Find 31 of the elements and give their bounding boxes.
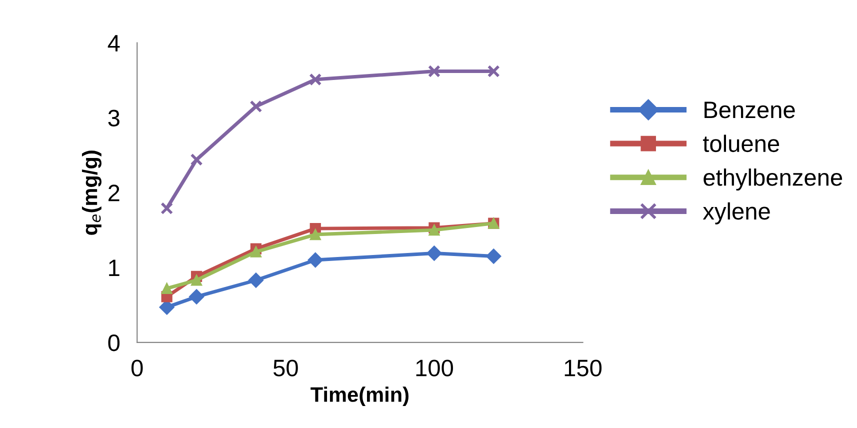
point	[190, 153, 203, 166]
point	[486, 248, 502, 264]
x-tick-label: 150	[564, 360, 602, 376]
legend-label: Benzene	[704, 102, 795, 118]
y-tick-label: 3	[108, 110, 120, 126]
x-axis-title: Time(min)	[310, 386, 408, 406]
point	[309, 73, 322, 86]
point	[426, 246, 442, 261]
point	[487, 65, 500, 78]
point	[310, 228, 321, 240]
point	[250, 100, 262, 113]
point	[161, 282, 172, 294]
point	[428, 65, 440, 78]
point	[248, 272, 264, 288]
y-tick-label: 1	[109, 260, 120, 276]
y-axis-title: q$_{e}$(mg/g)	[82, 150, 102, 235]
x-tick-label: 100	[416, 360, 453, 376]
y-tick-label: 4	[108, 35, 120, 52]
x-tick-label: 0	[131, 360, 143, 376]
point	[188, 289, 204, 304]
legend-label: xylene	[702, 202, 770, 224]
y-tick-label: 0	[108, 334, 120, 352]
point	[250, 246, 262, 258]
legend-label: ethylbenzene	[704, 168, 842, 191]
point	[428, 224, 440, 236]
legend-label: toluene	[703, 134, 780, 152]
point	[190, 274, 202, 286]
point	[160, 202, 174, 215]
x-tick-label: 50	[273, 360, 298, 376]
point	[308, 252, 323, 268]
y-tick-label: 2	[108, 184, 120, 202]
